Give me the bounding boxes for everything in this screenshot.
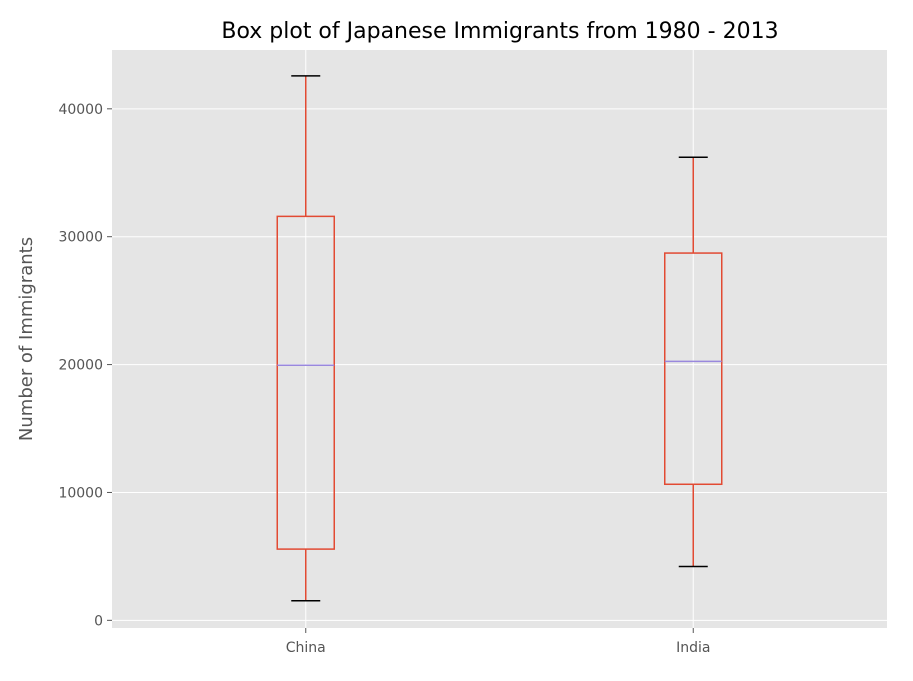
y-tick-label: 40000: [58, 102, 103, 118]
box-china: [276, 75, 335, 602]
box-body: [664, 252, 723, 486]
plot-area: [112, 50, 887, 628]
y-tick-label: 10000: [58, 485, 103, 501]
x-tick-label: India: [676, 640, 710, 656]
x-tick-label: China: [286, 640, 326, 656]
box-body: [276, 215, 335, 550]
y-axis: 0 10000 20000 30000 40000: [58, 102, 112, 629]
y-tick-label: 0: [94, 613, 103, 629]
chart-title: Box plot of Japanese Immigrants from 198…: [221, 19, 778, 44]
y-axis-label: Number of Immigrants: [16, 237, 37, 441]
box-india: [664, 156, 723, 568]
y-tick-label: 20000: [58, 358, 103, 374]
y-tick-label: 30000: [58, 230, 103, 246]
x-axis: China India: [286, 628, 710, 656]
boxes: [276, 75, 723, 602]
